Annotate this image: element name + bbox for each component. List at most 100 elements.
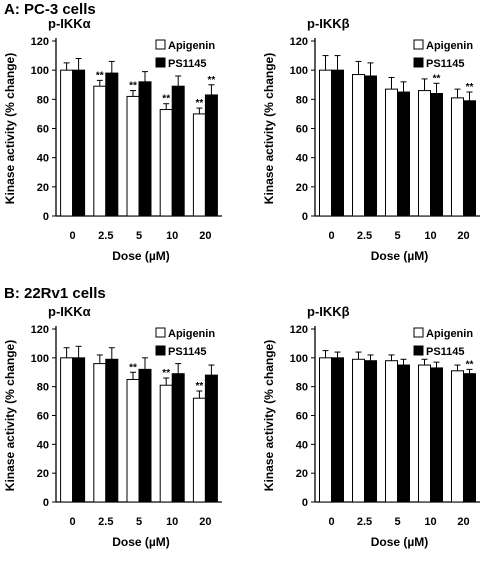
chart2-y-tick-label: 40: [296, 153, 308, 165]
chart4-legend-label: PS1145: [426, 346, 465, 358]
chart2-significance-label: **: [466, 82, 474, 93]
chart2-bar-apigenin: [352, 74, 365, 217]
chart4-bar-apigenin: [451, 370, 464, 503]
chart1-x-tick-label: 2.5: [98, 230, 113, 242]
chart2-bar-apigenin: [385, 88, 398, 217]
chart1-bar-ps1145: [171, 85, 185, 217]
chart2-bar-ps1145: [430, 93, 443, 217]
chart1-bar-apigenin: [60, 69, 74, 217]
chart4-bar-ps1145: [463, 373, 476, 503]
chart2-legend-swatch-ps1145: [413, 57, 424, 68]
chart3-y-axis-label: Kinase activity (% change): [3, 340, 17, 491]
chart3-bar-ps1145: [72, 357, 86, 503]
chart3-bar-apigenin: [126, 378, 140, 503]
chart4-y-tick-label: 20: [296, 468, 308, 480]
chart1-significance-label: **: [208, 75, 216, 86]
chart3-y-tick-label: 40: [37, 439, 49, 451]
chart2-x-tick-label: 10: [424, 230, 436, 242]
chart2-legend-label: Apigenin: [426, 40, 473, 52]
chart3-bar-apigenin: [60, 357, 74, 503]
chart2-bar-ps1145: [331, 69, 344, 217]
chart1-x-tick-label: 20: [199, 230, 211, 242]
chart3-bar-ps1145: [105, 358, 119, 503]
chart1-y-tick-label: 40: [37, 153, 49, 165]
chart4-x-tick-label: 20: [457, 516, 469, 528]
chart1-bar-ps1145: [72, 69, 86, 217]
chart3-y-tick-label: 20: [37, 468, 49, 480]
chart2-x-tick-label: 5: [394, 230, 400, 242]
chart2-y-axis-label: Kinase activity (% change): [262, 53, 276, 204]
chart1-bar-ps1145: [204, 94, 218, 217]
chart3-legend-swatch-apigenin: [155, 327, 166, 338]
chart4-bar-ps1145: [331, 357, 344, 503]
chart1-significance-label: **: [162, 94, 170, 105]
chart3-x-tick-label: 0: [70, 516, 76, 528]
chart4-bar-apigenin: [418, 364, 431, 503]
chart2-y-tick-label: 60: [296, 124, 308, 136]
chart4-x-tick-label: 2.5: [357, 516, 372, 528]
chart2-y-tick-label: 100: [290, 65, 308, 77]
chart4-bar-apigenin: [385, 360, 398, 503]
chart3-x-tick-label: 10: [166, 516, 178, 528]
chart2-x-axis-label: Dose (µM): [371, 249, 429, 263]
chart1-x-tick-label: 5: [136, 230, 142, 242]
chart4-y-axis-label: Kinase activity (% change): [262, 340, 276, 491]
chart4-panel-title: p-IKKβ: [307, 304, 350, 319]
chart1-x-tick-label: 0: [70, 230, 76, 242]
chart2-bar-ps1145: [364, 75, 377, 217]
chart4-bar-apigenin: [319, 357, 332, 503]
chart4-bar-ps1145: [430, 367, 443, 503]
chart1-significance-label: **: [196, 98, 204, 109]
chart2-bar-apigenin: [319, 69, 332, 217]
chart4-y-tick-label: 100: [290, 353, 308, 365]
chart3-y-tick-label: 60: [37, 411, 49, 423]
chart3-bar-apigenin: [93, 363, 107, 503]
chart1-bar-apigenin: [192, 113, 206, 217]
chart2-y-tick-label: 20: [296, 182, 308, 194]
chart1-x-axis-label: Dose (µM): [112, 249, 170, 263]
chart1-legend-label: Apigenin: [168, 40, 215, 52]
chart3-bar-apigenin: [192, 397, 206, 503]
chart2-legend-swatch-apigenin: [413, 39, 424, 50]
chart3-x-axis-label: Dose (µM): [112, 535, 170, 549]
chart1-legend-label: PS1145: [168, 58, 207, 70]
chart3-significance-label: **: [196, 381, 204, 392]
chart4-y-tick-label: 0: [302, 497, 308, 509]
chart2-bar-ps1145: [463, 100, 476, 217]
chart4-y-tick-label: 120: [290, 324, 308, 336]
chart4-bar-ps1145: [364, 360, 377, 503]
chart3-y-tick-label: 100: [31, 353, 49, 365]
chart1-significance-label: **: [96, 70, 104, 81]
chart4-y-tick-label: 80: [296, 382, 308, 394]
chart3-bar-ps1145: [204, 374, 218, 503]
chart3-x-tick-label: 5: [136, 516, 142, 528]
chart4-legend-swatch-ps1145: [413, 345, 424, 356]
chart1-y-tick-label: 100: [31, 65, 49, 77]
chart2-significance-label: **: [433, 73, 441, 84]
chart3-y-tick-label: 0: [43, 497, 49, 509]
chart3-bar-ps1145: [171, 373, 185, 503]
chart1-y-tick-label: 20: [37, 182, 49, 194]
chart3-legend-label: PS1145: [168, 346, 207, 358]
chart2-y-tick-label: 80: [296, 94, 308, 106]
chart1-bar-ps1145: [105, 72, 119, 217]
chart4-y-tick-label: 60: [296, 411, 308, 423]
chart1-bar-apigenin: [93, 85, 107, 217]
chart3-bar-apigenin: [159, 384, 173, 503]
chart2-y-tick-label: 120: [290, 36, 308, 48]
chart1-bar-apigenin: [159, 109, 173, 217]
chart3-significance-label: **: [129, 362, 137, 373]
chart3-bar-ps1145: [138, 368, 152, 503]
chart3-significance-label: **: [162, 368, 170, 379]
chart1-y-tick-label: 120: [31, 36, 49, 48]
chart4-y-tick-label: 40: [296, 439, 308, 451]
chart1-bar-ps1145: [138, 81, 152, 217]
chart2-y-tick-label: 0: [302, 211, 308, 223]
chart4-bar-apigenin: [352, 358, 365, 503]
chart2-x-tick-label: 20: [457, 230, 469, 242]
chart2-panel-title: p-IKKβ: [307, 16, 350, 31]
chart1-x-tick-label: 10: [166, 230, 178, 242]
chart1-y-tick-label: 0: [43, 211, 49, 223]
chart3-x-tick-label: 2.5: [98, 516, 113, 528]
chart4-x-axis-label: Dose (µM): [371, 535, 429, 549]
